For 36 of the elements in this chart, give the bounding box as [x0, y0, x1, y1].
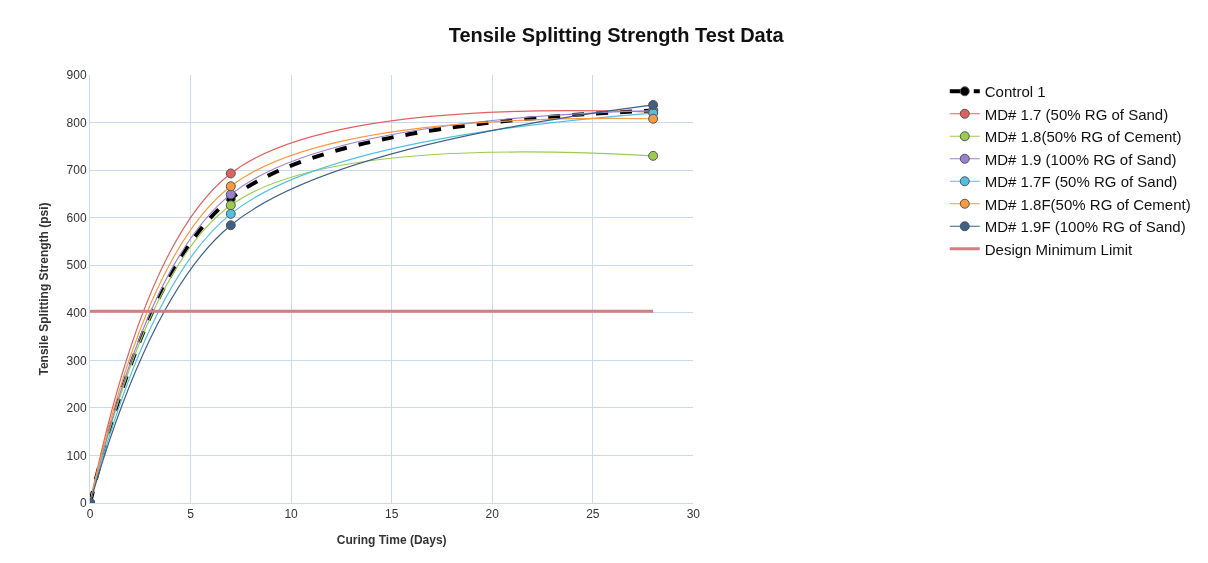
y-tick-label: 500: [66, 258, 87, 273]
legend-label: MD# 1.7F (50% RG of Sand): [984, 173, 1178, 191]
point: [225, 220, 236, 231]
point: [648, 150, 659, 161]
y-tick-label: 700: [66, 163, 87, 178]
legend-label: MD# 1.8F(50% RG of Cement): [984, 195, 1191, 213]
point: [648, 99, 659, 110]
legend-label: Control 1: [984, 83, 1046, 101]
point: [225, 189, 236, 200]
point: [225, 200, 236, 211]
legend-label: MD# 1.7 (50% RG of Sand): [984, 105, 1169, 123]
legend-label: Design Minimum Limit: [984, 240, 1134, 258]
x-tick-label: 25: [586, 507, 600, 522]
y-tick-label: 100: [66, 448, 87, 463]
legend-label: MD# 1.9F (100% RG of Sand): [984, 218, 1186, 236]
y-axis-title: Tensile Splitting Strength (psi): [36, 202, 51, 376]
point: [648, 113, 659, 124]
x-tick-label: 30: [686, 507, 701, 522]
y-tick-label: 600: [66, 210, 87, 225]
x-tick-label: 20: [485, 507, 500, 522]
point: [225, 168, 236, 179]
point: [225, 181, 236, 192]
point: [225, 208, 236, 219]
chart-title: Tensile Splitting Strength Test Data: [448, 24, 785, 47]
y-tick-label: 900: [66, 68, 87, 83]
x-axis-title: Curing Time (Days): [336, 533, 447, 548]
y-tick-label: 200: [66, 401, 87, 416]
y-tick-label: 0: [79, 496, 87, 511]
legend-label: MD# 1.8(50% RG of Cement): [984, 128, 1182, 146]
x-tick-label: 15: [385, 507, 399, 522]
x-tick-label: 5: [187, 507, 195, 522]
legend-label: MD# 1.9 (100% RG of Sand): [984, 150, 1177, 168]
x-tick-label: 10: [284, 507, 299, 522]
y-tick-label: 400: [66, 305, 87, 320]
y-tick-label: 800: [66, 115, 87, 130]
y-tick-label: 300: [66, 353, 87, 368]
